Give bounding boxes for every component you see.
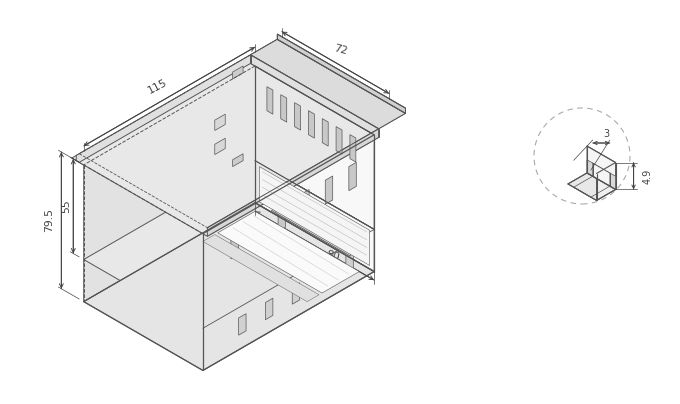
Polygon shape [255, 161, 374, 271]
Text: 115: 115 [146, 77, 169, 96]
Text: 4.9: 4.9 [643, 168, 653, 183]
Polygon shape [277, 34, 405, 113]
Polygon shape [276, 208, 350, 256]
Polygon shape [239, 314, 246, 335]
Polygon shape [587, 160, 593, 176]
Polygon shape [84, 66, 255, 302]
Polygon shape [84, 161, 374, 328]
Polygon shape [349, 162, 356, 191]
Polygon shape [346, 252, 354, 273]
Polygon shape [610, 173, 615, 189]
Polygon shape [292, 283, 300, 304]
Polygon shape [596, 162, 615, 200]
Polygon shape [319, 267, 326, 289]
Polygon shape [218, 211, 359, 293]
Polygon shape [294, 103, 301, 130]
Text: 3: 3 [603, 129, 609, 139]
Polygon shape [250, 39, 405, 129]
Polygon shape [281, 95, 287, 122]
Polygon shape [277, 34, 405, 113]
Polygon shape [271, 208, 350, 253]
Polygon shape [215, 138, 225, 155]
Polygon shape [350, 135, 356, 162]
Polygon shape [231, 230, 239, 259]
Text: 55: 55 [61, 199, 71, 213]
Polygon shape [271, 178, 350, 223]
Polygon shape [267, 86, 273, 114]
Text: 80: 80 [324, 249, 341, 262]
Polygon shape [278, 203, 286, 231]
Polygon shape [207, 129, 379, 236]
Polygon shape [203, 135, 374, 328]
Polygon shape [215, 114, 225, 130]
Polygon shape [84, 203, 374, 370]
Polygon shape [336, 126, 342, 154]
Text: 79.5: 79.5 [44, 208, 54, 232]
Polygon shape [276, 178, 350, 226]
Polygon shape [233, 154, 243, 166]
Polygon shape [255, 66, 374, 229]
Polygon shape [203, 229, 374, 370]
Polygon shape [250, 55, 379, 137]
Text: 72: 72 [333, 43, 348, 56]
Polygon shape [568, 173, 615, 200]
Polygon shape [260, 166, 370, 265]
Polygon shape [80, 63, 379, 236]
Polygon shape [72, 39, 405, 232]
Polygon shape [322, 119, 328, 146]
Polygon shape [302, 189, 309, 218]
Polygon shape [203, 235, 319, 302]
Polygon shape [309, 111, 314, 138]
Polygon shape [587, 146, 615, 189]
Polygon shape [265, 298, 273, 320]
Polygon shape [76, 37, 282, 165]
Polygon shape [254, 217, 262, 245]
Polygon shape [325, 176, 333, 204]
Polygon shape [233, 66, 243, 79]
